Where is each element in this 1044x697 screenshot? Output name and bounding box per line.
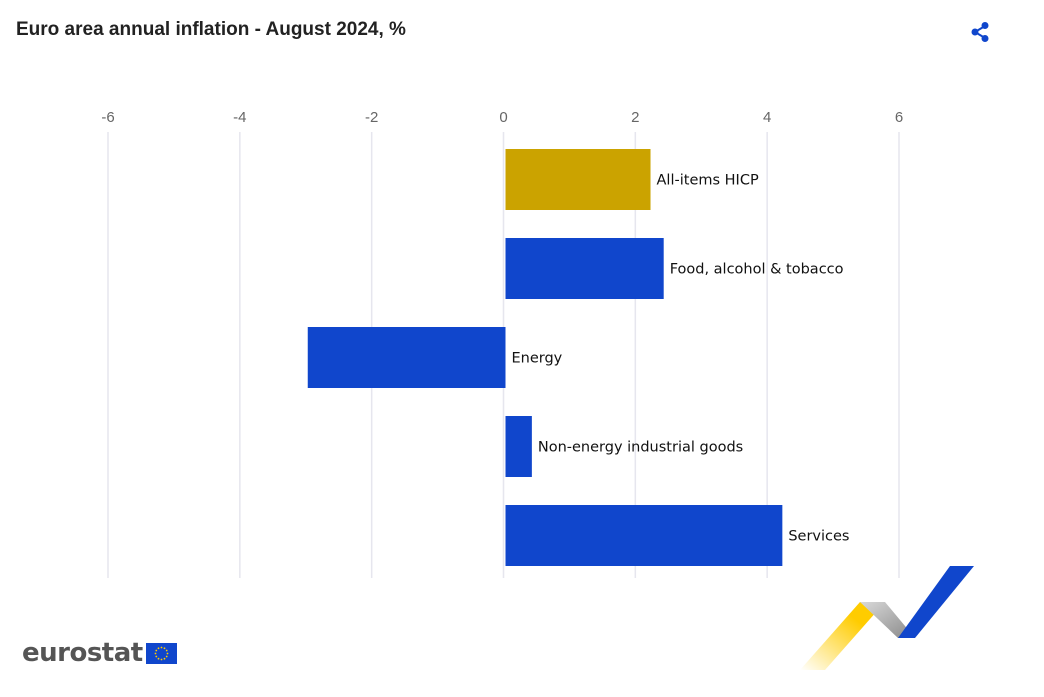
bar-label: Food, alcohol & tobacco — [670, 262, 844, 278]
tick-label: 6 — [895, 109, 903, 126]
tick-label: -2 — [365, 109, 378, 126]
tick-label: -4 — [233, 109, 246, 126]
bar[interactable] — [505, 416, 532, 477]
tick-label: 2 — [631, 109, 639, 126]
x-axis-ticks: -6 -4 -2 0 2 4 6 — [101, 109, 903, 126]
page-title: Euro area annual inflation - August 2024… — [16, 19, 406, 40]
bar[interactable] — [505, 505, 783, 566]
bar-label: Non-energy industrial goods — [538, 440, 743, 456]
tick-label: -6 — [101, 109, 114, 126]
bar[interactable] — [505, 149, 651, 210]
bar-labels: All-items HICP Food, alcohol & tobacco Ene… — [512, 173, 850, 545]
eurostat-logo: eurostat — [22, 638, 177, 668]
share-icon[interactable] — [966, 18, 994, 46]
bar[interactable] — [505, 238, 664, 299]
tick-label: 4 — [763, 109, 771, 126]
decorative-ribbon — [800, 566, 974, 670]
bar-label: Services — [788, 529, 849, 545]
tick-label: 0 — [499, 109, 507, 126]
bar[interactable] — [307, 327, 506, 388]
eu-flag-icon — [145, 642, 177, 664]
inflation-bar-chart: -6 -4 -2 0 2 4 6 All-items HICP Food, alcohol &… — [101, 109, 903, 578]
bars — [307, 149, 783, 566]
logo-text: eurostat — [22, 638, 143, 668]
bar-label: Energy — [512, 351, 563, 367]
bar-label: All-items HICP — [657, 173, 759, 189]
